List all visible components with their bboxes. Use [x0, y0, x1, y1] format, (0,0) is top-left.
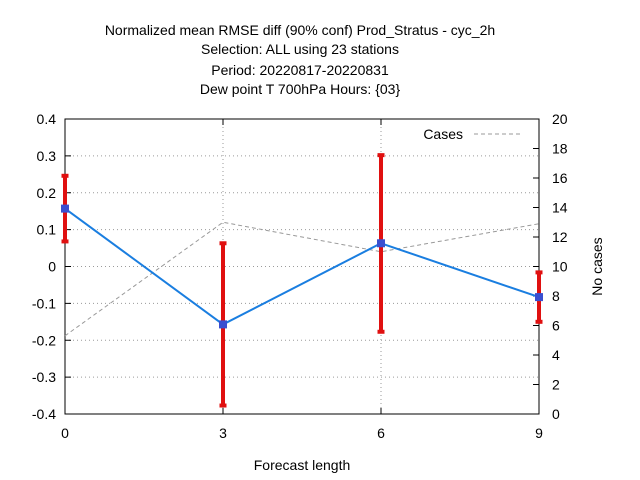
y-tick-label: 0.3 — [37, 148, 57, 164]
x-tick-label: 9 — [535, 425, 543, 441]
y2-tick-label: 6 — [552, 318, 560, 334]
data-point — [377, 239, 385, 248]
y2-tick-label: 14 — [552, 200, 568, 216]
y2-tick-label: 20 — [552, 111, 568, 127]
y-tick-label: -0.4 — [32, 406, 56, 422]
chart-subtitle-period: Period: 20220817-20220831 — [211, 62, 389, 78]
cases-line — [64, 221, 540, 337]
y-tick-label: -0.2 — [32, 332, 56, 348]
legend-label-cases: Cases — [423, 126, 463, 142]
axis-ticks: -0.4-0.3-0.2-0.100.10.20.30.40 3 6 90246810… — [32, 111, 568, 441]
x-axis-label: Forecast length — [254, 457, 351, 473]
x-tick-label: 0 — [61, 425, 69, 441]
chart-title: Normalized mean RMSE diff (90% conf) Pro… — [104, 22, 496, 38]
y-tick-label: -0.1 — [32, 295, 56, 311]
y-tick-label: -0.3 — [32, 369, 56, 385]
data-point — [535, 293, 543, 302]
y2-tick-label: 8 — [552, 288, 560, 304]
x-tick-label: 3 — [219, 425, 227, 441]
y2-axis-label: No cases — [589, 237, 605, 295]
cases-series — [64, 221, 540, 337]
chart-subtitle-selection: Selection: ALL using 23 stations — [201, 41, 399, 57]
y-tick-label: 0 — [48, 259, 56, 275]
data-point — [61, 204, 69, 213]
legend: Cases — [423, 126, 522, 142]
grid — [65, 119, 539, 414]
y2-tick-label: 18 — [552, 141, 568, 157]
y2-tick-label: 2 — [552, 377, 560, 393]
y2-tick-label: 10 — [552, 259, 568, 275]
y2-tick-label: 0 — [552, 406, 560, 422]
y2-tick-label: 12 — [552, 229, 568, 245]
data-point — [219, 320, 227, 329]
x-tick-label: 6 — [377, 425, 385, 441]
y2-tick-label: 4 — [552, 347, 560, 363]
y2-tick-label: 16 — [552, 170, 568, 186]
rmse-series — [61, 153, 543, 408]
rmse-line — [64, 207, 540, 326]
y-tick-label: 0.1 — [37, 222, 57, 238]
chart-subtitle-parameter: Dew point T 700hPa Hours: {03} — [199, 81, 401, 97]
y-tick-label: 0.4 — [37, 111, 57, 127]
y-tick-label: 0.2 — [37, 185, 57, 201]
